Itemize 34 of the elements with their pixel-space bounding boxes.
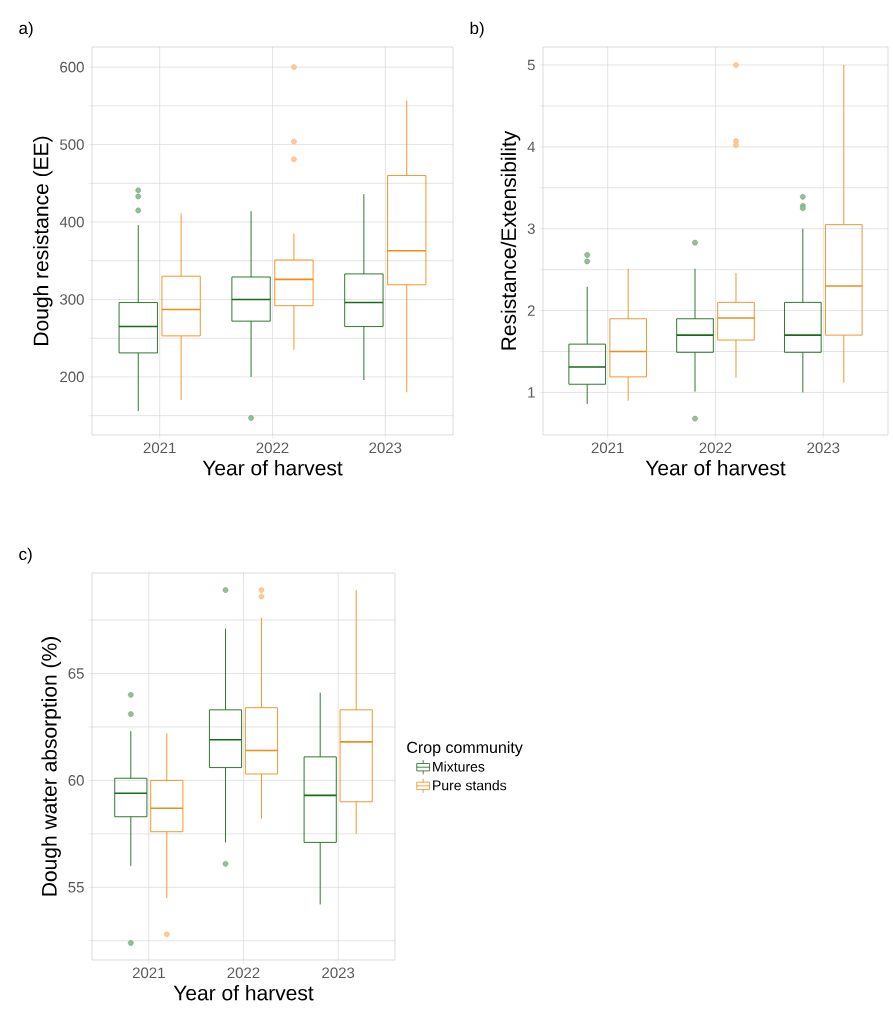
x-axis-title: Year of harvest xyxy=(645,460,786,476)
y-tick-label: 2 xyxy=(527,305,535,316)
legend-label: Pure stands xyxy=(433,780,507,791)
x-tick-label: 2022 xyxy=(699,442,732,454)
legend-title: Crop community xyxy=(407,741,523,757)
y-tick-label: 60 xyxy=(68,775,84,786)
chart-title: c) xyxy=(19,547,32,564)
x-tick-label: 2023 xyxy=(369,442,402,454)
legend-label: Mixtures xyxy=(433,761,485,772)
y-axis-title: Dough resistance (EE) xyxy=(33,136,53,345)
chart-title: a) xyxy=(19,21,33,38)
y-tick-label: 4 xyxy=(527,141,536,153)
y-tick-label: 400 xyxy=(59,216,84,228)
y-tick-label: 1 xyxy=(528,387,535,398)
y-tick-label: 300 xyxy=(60,294,84,305)
x-tick-label: 2021 xyxy=(591,442,624,454)
x-tick-label: 2021 xyxy=(143,442,176,454)
chart-title: b) xyxy=(470,21,484,38)
x-tick-label: 2022 xyxy=(256,442,289,454)
x-tick-label: 2023 xyxy=(807,442,840,454)
y-tick-label: 5 xyxy=(527,59,535,71)
y-tick-label: 200 xyxy=(60,371,84,383)
x-tick-label: 2023 xyxy=(322,967,355,979)
y-tick-label: 55 xyxy=(68,882,84,893)
y-axis-title: Resistance/Extensibility xyxy=(500,130,521,350)
y-tick-label: 600 xyxy=(60,61,84,73)
y-tick-label: 65 xyxy=(68,668,84,679)
y-tick-label: 3 xyxy=(527,223,535,235)
x-tick-label: 2021 xyxy=(132,967,165,979)
y-tick-label: 500 xyxy=(60,139,84,150)
x-axis-title: Year of harvest xyxy=(202,460,343,476)
y-axis-title: Dough water absorption (%) xyxy=(41,637,61,896)
x-tick-label: 2022 xyxy=(227,967,260,979)
x-axis-title: Year of harvest xyxy=(173,985,314,1001)
